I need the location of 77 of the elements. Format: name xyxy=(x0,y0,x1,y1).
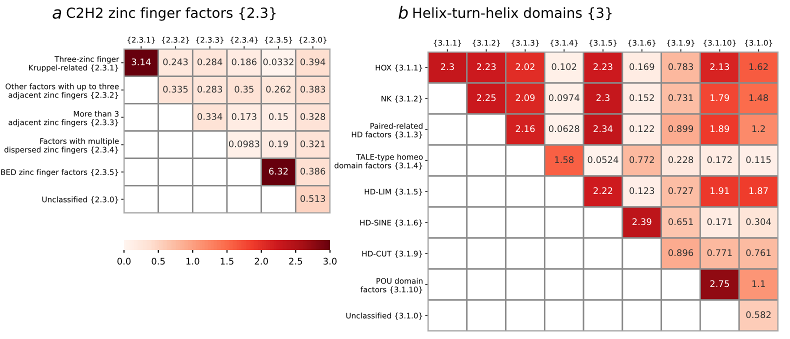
data-label: 1.91 xyxy=(710,187,729,194)
data-label: 0.335 xyxy=(163,86,188,93)
data-label: 2.16 xyxy=(516,125,535,132)
data-label: 0.35 xyxy=(234,86,254,93)
chart-title: C2H2 zinc finger factors {2.3} xyxy=(66,7,276,21)
data-label: 2.13 xyxy=(710,63,729,70)
data-label: 1.79 xyxy=(710,94,730,102)
data-label: 0.262 xyxy=(266,86,291,93)
color-bar-label: 1.5 xyxy=(220,258,234,265)
data-label: 2.23 xyxy=(476,63,496,70)
data-label: 1.1 xyxy=(752,280,765,287)
data-label: 0.0628 xyxy=(548,125,580,132)
data-label: 2.02 xyxy=(516,63,534,70)
color-bar-label: 2.5 xyxy=(289,258,302,265)
data-label: 0.0524 xyxy=(588,156,618,164)
data-label: 0.383 xyxy=(300,86,326,93)
data-label: 0.0332 xyxy=(263,58,294,66)
data-label: 1.89 xyxy=(710,125,730,132)
data-label: 0.727 xyxy=(668,187,693,194)
data-label: 0.152 xyxy=(630,94,654,102)
data-label: 0.386 xyxy=(300,168,326,175)
data-label: 0.173 xyxy=(232,113,256,120)
data-label: 3.14 xyxy=(132,58,151,66)
data-label: 0.0974 xyxy=(548,94,580,102)
color-bar-label: 3.0 xyxy=(324,258,337,265)
data-label: 0.0983 xyxy=(228,140,260,148)
data-label: 0.896 xyxy=(668,249,694,256)
data-label: 1.62 xyxy=(749,63,768,70)
data-label: 0.115 xyxy=(746,156,771,164)
data-label: 2.22 xyxy=(594,187,612,194)
color-bar-label: 1.0 xyxy=(186,258,200,265)
data-label: 0.284 xyxy=(198,58,222,66)
data-label: 0.334 xyxy=(198,113,222,120)
data-label: 1.2 xyxy=(752,125,765,132)
data-label: 0.19 xyxy=(269,140,288,148)
data-label: 0.513 xyxy=(300,195,326,202)
data-label: 0.651 xyxy=(668,218,693,226)
data-label: 0.731 xyxy=(668,94,693,102)
data-label: 0.123 xyxy=(630,187,654,194)
data-label: 0.228 xyxy=(668,156,694,164)
data-label: 2.09 xyxy=(516,94,535,102)
data-label: 0.783 xyxy=(668,63,693,70)
data-label: 0.321 xyxy=(300,140,325,148)
data-label: 2.39 xyxy=(632,218,652,226)
data-label: 2.3 xyxy=(440,63,454,70)
data-label: 6.32 xyxy=(269,168,288,175)
data-label: 0.171 xyxy=(707,218,732,226)
data-label: 0.772 xyxy=(630,156,654,164)
data-label: 0.122 xyxy=(630,125,654,132)
data-label: 0.394 xyxy=(300,58,326,66)
color-bar-label: 0.5 xyxy=(152,258,165,265)
text: a xyxy=(52,9,62,19)
data-label: 1.58 xyxy=(555,156,574,164)
data-label: 0.761 xyxy=(746,249,771,256)
data-label: 0.169 xyxy=(630,63,654,70)
data-label: 0.186 xyxy=(232,58,257,66)
data-label: 1.48 xyxy=(749,94,768,102)
data-label: 0.899 xyxy=(668,125,694,132)
data-label: 0.328 xyxy=(300,113,326,120)
color-bar-label: 2.0 xyxy=(254,258,268,265)
data-label: 0.102 xyxy=(552,63,576,70)
data-label: 2.75 xyxy=(710,280,729,288)
data-label: 1.87 xyxy=(749,187,768,194)
data-label: 2.23 xyxy=(594,63,612,70)
text: b xyxy=(398,6,408,19)
data-label: 0.172 xyxy=(707,156,732,164)
data-label: 2.3 xyxy=(596,94,610,102)
data-label: 0.15 xyxy=(269,113,288,120)
data-label: 0.582 xyxy=(746,311,771,318)
chart-title: Helix-turn-helix domains {3} xyxy=(413,7,612,20)
color-bar-label: 0.0 xyxy=(117,258,131,265)
data-label: 2.34 xyxy=(594,125,613,132)
data-label: 0.771 xyxy=(707,249,732,256)
data-label: 2.25 xyxy=(476,94,496,102)
data-label: 0.304 xyxy=(746,218,771,226)
data-label: 0.243 xyxy=(163,58,188,66)
data-label: 0.283 xyxy=(198,86,222,93)
